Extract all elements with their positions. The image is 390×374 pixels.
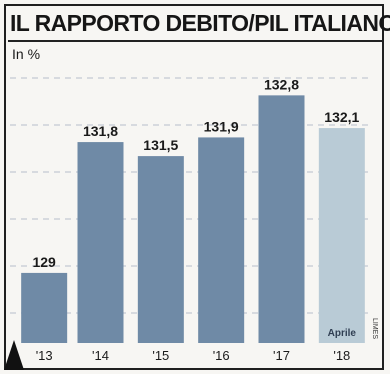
value-label: 131,5 — [143, 137, 178, 153]
bar — [318, 128, 365, 343]
x-tick-label: '15 — [152, 348, 169, 363]
value-label: 132,8 — [264, 76, 299, 92]
unit-label: In % — [12, 46, 41, 62]
x-tick-label: '18 — [333, 348, 350, 363]
value-label: 131,9 — [204, 118, 239, 134]
bar — [21, 272, 68, 343]
value-label: 132,1 — [324, 109, 359, 125]
credit-label: LIMES — [371, 318, 378, 340]
bar — [258, 95, 305, 344]
value-label: 129 — [32, 254, 56, 270]
x-tick-label: '14 — [92, 348, 109, 363]
x-tick-label: '13 — [36, 348, 53, 363]
bar — [137, 156, 184, 343]
value-label: 131,8 — [83, 123, 118, 139]
corner-wedge — [4, 340, 24, 370]
bar — [77, 142, 124, 343]
x-tick-label: '17 — [273, 348, 290, 363]
title-rule — [8, 40, 382, 42]
x-tick-label: '16 — [213, 348, 230, 363]
chart-title: IL RAPPORTO DEBITO/PIL ITALIANO — [10, 10, 390, 36]
bar — [198, 137, 245, 343]
bar-annotation: Aprile — [328, 328, 357, 339]
